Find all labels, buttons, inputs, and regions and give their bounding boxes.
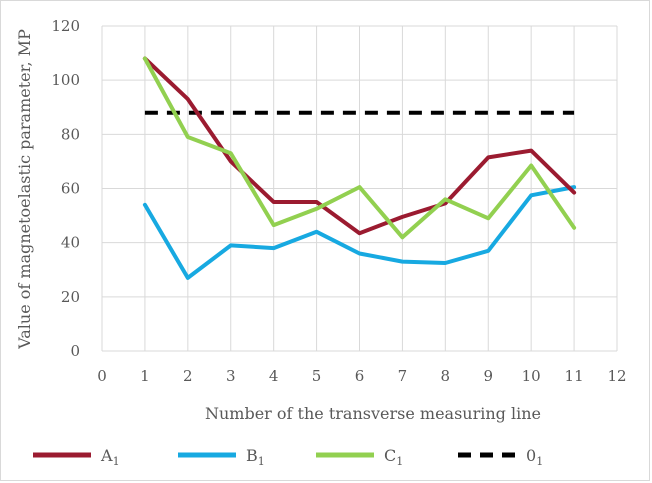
x-tick-label: 2 — [183, 367, 193, 385]
series-line-A1 — [142, 56, 577, 236]
x-tick-label: 0 — [97, 367, 107, 385]
series-line-B1 — [142, 185, 577, 280]
series-line-C1 — [142, 56, 577, 240]
y-tick-label: 40 — [61, 234, 80, 252]
series-layer — [142, 56, 577, 280]
y-tick-label: 80 — [61, 125, 80, 143]
legend-label-B1: B1 — [246, 446, 265, 468]
y-tick-label: 120 — [51, 17, 80, 35]
x-tick-label: 3 — [226, 367, 236, 385]
y-tick-label: 100 — [51, 71, 80, 89]
x-tick-label: 8 — [441, 367, 451, 385]
x-tick-label: 11 — [565, 367, 584, 385]
x-tick-label: 1 — [140, 367, 150, 385]
x-tick-label: 9 — [483, 367, 493, 385]
x-tick-label: 10 — [522, 367, 541, 385]
x-axis-title: Number of the transverse measuring line — [205, 404, 541, 423]
x-tick-label: 7 — [398, 367, 408, 385]
legend-label-01: 01 — [526, 446, 543, 468]
y-axis-title: Value of magnetoelastic parameter, MP — [15, 29, 34, 350]
legend-label-A1: A1 — [100, 446, 120, 468]
x-tick-label: 6 — [355, 367, 365, 385]
x-tick-label: 12 — [607, 367, 626, 385]
legend: A1 B1 C1 01 — [33, 446, 543, 468]
y-tick-label: 60 — [61, 180, 80, 198]
x-tick-label: 4 — [269, 367, 279, 385]
y-tick-label: 0 — [70, 342, 80, 360]
y-tick-label: 20 — [61, 288, 80, 306]
x-tick-label: 5 — [312, 367, 322, 385]
legend-label-C1: C1 — [384, 446, 403, 468]
